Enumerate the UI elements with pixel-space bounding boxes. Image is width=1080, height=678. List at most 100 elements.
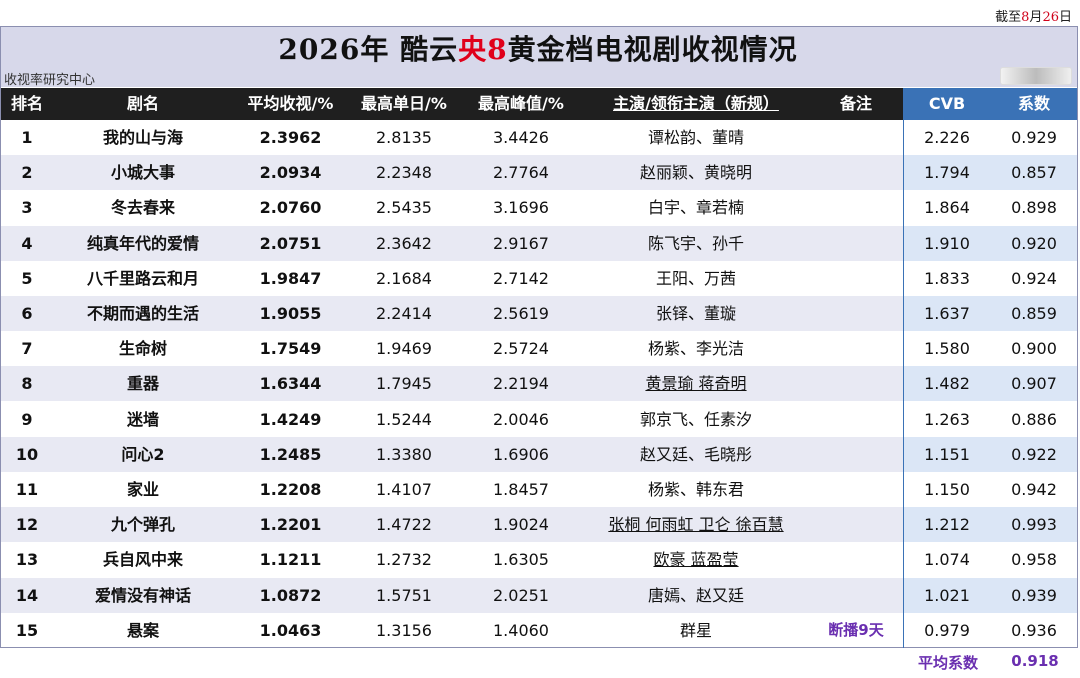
cell-coef: 0.936	[1011, 621, 1057, 640]
table-row	[1, 226, 903, 261]
cell-max-day: 2.8135	[376, 128, 432, 147]
deadline-date: 截至8月26日	[995, 10, 1072, 25]
cell-note	[810, 261, 902, 296]
cell-avg: 2.0751	[259, 234, 322, 253]
cell-coef: 0.886	[1011, 410, 1057, 429]
cell-peak: 3.1696	[493, 198, 549, 217]
cell-max-day: 1.3156	[376, 621, 432, 640]
header-rank: 排名	[10, 94, 43, 113]
cell-rank: 6	[21, 304, 33, 323]
cell-name: 不期而遇的生活	[86, 304, 199, 323]
source-label: 收视率研究中心	[4, 73, 96, 88]
cell-peak: 1.6305	[493, 550, 549, 569]
cell-name: 家业	[126, 480, 159, 499]
cell-avg: 2.0934	[259, 163, 322, 182]
table-row-cvb	[903, 578, 1077, 613]
cell-avg: 2.3962	[259, 128, 322, 147]
table-header-cvb-section	[903, 88, 1077, 120]
cell-avg: 1.1211	[259, 550, 322, 569]
cell-coef: 0.859	[1011, 304, 1057, 323]
cell-max-day: 1.5244	[376, 410, 432, 429]
cell-name: 八千里路云和月	[86, 269, 199, 288]
cell-note	[810, 542, 902, 577]
cell-cast: 杨紫、韩东君	[647, 480, 744, 499]
cell-note	[810, 578, 902, 613]
cell-max-day: 2.2348	[376, 163, 432, 182]
cell-cvb: 1.074	[924, 550, 970, 569]
cell-note	[810, 472, 902, 507]
cell-cvb: 1.794	[924, 163, 970, 182]
table-row-cvb	[903, 296, 1077, 331]
cell-peak: 1.6906	[493, 445, 549, 464]
cell-rank: 7	[21, 339, 33, 358]
cell-max-day: 1.7945	[376, 374, 432, 393]
cell-rank: 14	[15, 586, 39, 605]
cell-note: 断播9天	[828, 621, 884, 639]
cell-coef: 0.900	[1011, 339, 1057, 358]
cell-name: 问心2	[121, 445, 165, 464]
cell-rank: 10	[15, 445, 39, 464]
cell-peak: 2.2194	[493, 374, 549, 393]
cell-name: 迷墙	[126, 410, 159, 429]
cell-name: 九个弹孔	[110, 515, 175, 534]
cell-rank: 8	[21, 374, 33, 393]
cell-max-day: 1.9469	[376, 339, 432, 358]
cell-max-day: 1.3380	[376, 445, 432, 464]
cell-peak: 1.9024	[493, 515, 549, 534]
cell-coef: 0.929	[1011, 128, 1057, 147]
cell-note	[810, 402, 902, 437]
header-cast: 主演/领衔主演（新规）	[613, 94, 779, 113]
cell-avg: 1.4249	[259, 410, 322, 429]
cell-avg: 1.7549	[259, 339, 322, 358]
cell-cvb: 1.151	[924, 445, 970, 464]
cell-peak: 2.0046	[493, 410, 549, 429]
cell-max-day: 2.3642	[376, 234, 432, 253]
cell-note	[810, 155, 902, 190]
table-row	[1, 437, 903, 472]
cell-cvb: 1.263	[924, 410, 970, 429]
cell-name: 生命树	[118, 339, 167, 358]
cell-name: 重器	[126, 374, 159, 393]
cell-cvb: 1.864	[924, 198, 970, 217]
table-row	[1, 366, 903, 401]
cell-rank: 9	[21, 410, 33, 429]
cell-peak: 2.5724	[493, 339, 549, 358]
cell-cast: 欧豪 蓝盈莹	[653, 550, 739, 569]
cell-max-day: 1.4107	[376, 480, 432, 499]
cell-cast: 白宇、章若楠	[647, 198, 744, 217]
table-header	[1, 88, 1077, 120]
cell-cast: 唐嫣、赵又廷	[647, 586, 744, 605]
cell-name: 爱情没有神话	[94, 586, 191, 605]
cell-cvb: 1.150	[924, 480, 970, 499]
cell-cast: 张桐 何雨虹 卫仑 徐百慧	[608, 515, 784, 534]
cell-cast: 张铎、董璇	[655, 304, 736, 323]
cell-coef: 0.939	[1011, 586, 1057, 605]
cell-peak: 1.8457	[493, 480, 549, 499]
cell-coef: 0.857	[1011, 163, 1057, 182]
cell-cast: 郭京飞、任素汐	[639, 410, 752, 429]
cell-avg: 1.0872	[259, 586, 322, 605]
table-row-cvb	[903, 507, 1077, 542]
header-avg: 平均收视/%	[247, 94, 334, 113]
avg-coef-label: 平均系数	[917, 654, 978, 672]
cell-cast: 黄景瑜 蒋奇明	[645, 374, 747, 393]
cell-rank: 1	[21, 128, 33, 147]
cell-coef: 0.924	[1011, 269, 1057, 288]
header-peak: 最高峰值/%	[478, 94, 564, 113]
cell-cast: 赵又廷、毛晓彤	[639, 445, 752, 464]
cvb-divider	[903, 88, 904, 648]
cell-name: 小城大事	[110, 163, 175, 182]
cell-peak: 1.4060	[493, 621, 549, 640]
cell-rank: 11	[15, 480, 39, 499]
cell-avg: 1.0463	[259, 621, 322, 640]
cell-cast: 群星	[679, 621, 712, 640]
cell-note	[810, 507, 902, 542]
cell-note	[810, 331, 902, 366]
table-row	[1, 578, 903, 613]
cell-note	[810, 120, 902, 155]
cell-rank: 5	[21, 269, 33, 288]
cell-rank: 4	[21, 234, 33, 253]
avg-coef-value: 0.918	[1011, 652, 1059, 670]
header-max-day: 最高单日/%	[361, 94, 447, 113]
table-frame	[0, 26, 1078, 648]
